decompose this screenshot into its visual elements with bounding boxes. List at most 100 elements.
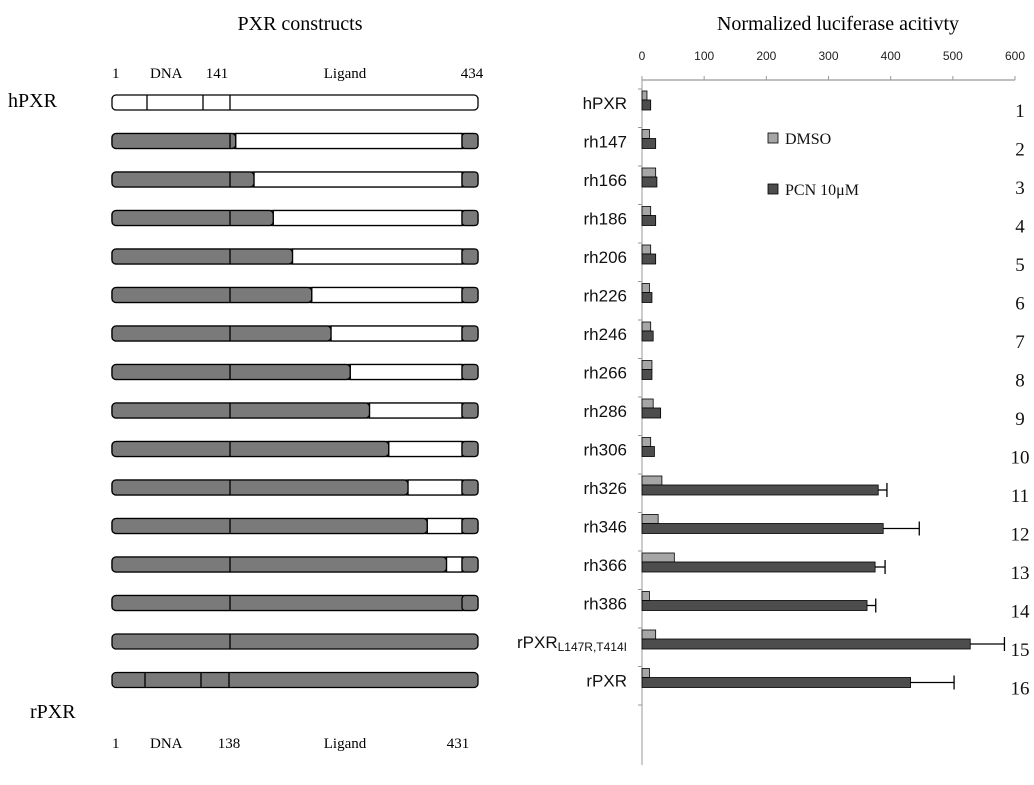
category-label: rPXR <box>586 672 627 691</box>
bar-pcn <box>641 138 657 149</box>
x-tick-label: 600 <box>1005 49 1025 63</box>
rat-segment <box>111 556 448 573</box>
bottom-label-dna: DNA <box>150 736 183 752</box>
row-number: 13 <box>1011 563 1030 584</box>
human-segment <box>235 132 463 150</box>
bar-pcn <box>641 561 876 573</box>
row-number: 1 <box>1015 101 1025 122</box>
x-tick-label: 500 <box>943 49 963 63</box>
x-tick-label: 200 <box>756 49 776 63</box>
bar-pcn <box>641 407 662 419</box>
hpxr-row-label: hPXR <box>8 90 58 112</box>
human-segment <box>426 517 463 535</box>
human-segment <box>272 209 463 227</box>
construct-row <box>111 209 479 227</box>
human-segment <box>330 325 463 342</box>
rat-segment <box>111 517 428 535</box>
construct-row <box>111 286 479 304</box>
human-segment <box>291 248 463 265</box>
bar-pcn <box>641 369 653 380</box>
row-number: 9 <box>1015 409 1025 430</box>
bar-pcn <box>641 523 884 534</box>
bar-pcn <box>641 292 653 303</box>
row-number: 11 <box>1011 486 1029 507</box>
top-label-ligand: Ligand <box>324 66 367 82</box>
construct-row <box>111 671 479 689</box>
bar-dmso <box>641 283 650 293</box>
bar-dmso <box>641 206 652 216</box>
top-label-end: 434 <box>461 66 484 82</box>
bottom-label-start: 1 <box>112 736 120 752</box>
row-number: 3 <box>1015 178 1025 199</box>
rat-segment <box>111 363 351 381</box>
rat-c-terminal <box>461 132 479 150</box>
construct-row <box>111 440 479 458</box>
rat-c-terminal <box>461 594 479 612</box>
construct-row <box>111 633 479 650</box>
rat-c-terminal <box>461 517 479 535</box>
category-label: rh326 <box>584 479 627 498</box>
bar-dmso <box>641 591 650 601</box>
rat-c-terminal <box>461 325 479 342</box>
row-number: 6 <box>1015 294 1025 315</box>
rpxr-row-label: rPXR <box>30 701 76 723</box>
construct-row <box>111 171 479 188</box>
category-label: rh147 <box>584 133 627 152</box>
bar-dmso <box>641 475 663 486</box>
top-label-dna: DNA <box>150 66 183 82</box>
category-label: rh286 <box>584 402 627 421</box>
rat-segment <box>111 479 409 496</box>
human-segment <box>368 402 463 419</box>
legend-label: DMSO <box>785 131 831 148</box>
x-tick-label: 0 <box>639 49 646 63</box>
construct-row <box>111 402 479 419</box>
bar-dmso <box>641 167 657 178</box>
construct-outline <box>111 94 479 111</box>
construct-outline <box>111 633 479 650</box>
category-label: rPXRL147R,T414I <box>517 633 627 654</box>
category-label: rh366 <box>584 556 627 575</box>
bar-dmso <box>641 629 657 640</box>
construct-row <box>111 556 479 573</box>
rat-segment <box>111 440 390 458</box>
bar-dmso <box>641 90 648 101</box>
rat-c-terminal <box>461 556 479 573</box>
bar-pcn <box>641 253 657 265</box>
human-segment <box>407 479 463 496</box>
bar-dmso <box>641 668 650 678</box>
bar-pcn <box>641 484 879 496</box>
top-label-boundary: 141 <box>206 66 229 82</box>
bar-dmso <box>641 514 659 524</box>
category-label: rh346 <box>584 518 627 537</box>
luciferase-bar-chart: 0 100 200 300 400 500 600 hPXR 1 rh147 2 rh166 3 rh18… <box>517 49 1030 765</box>
bar-pcn <box>641 446 655 457</box>
bar-pcn <box>641 176 658 188</box>
bar-pcn <box>641 600 868 611</box>
chart-title: Normalized luciferase acitivty <box>717 13 959 35</box>
rat-segment <box>111 132 237 150</box>
human-segment <box>388 440 463 458</box>
rat-c-terminal <box>461 171 479 188</box>
bar-pcn <box>641 638 971 650</box>
row-number: 4 <box>1015 217 1025 238</box>
bottom-label-boundary: 138 <box>218 736 241 752</box>
category-label: rh186 <box>584 210 627 229</box>
rat-segment <box>111 594 467 612</box>
rat-c-terminal <box>461 286 479 304</box>
bar-dmso <box>641 552 675 563</box>
category-label: rh206 <box>584 248 627 267</box>
bottom-label-end: 431 <box>447 736 470 752</box>
category-label: hPXR <box>583 94 627 113</box>
rat-segment <box>111 402 371 419</box>
rat-c-terminal <box>461 248 479 265</box>
bar-dmso <box>641 398 654 409</box>
row-number: 2 <box>1015 140 1025 161</box>
rat-segment <box>111 286 313 304</box>
bar-pcn <box>641 330 654 342</box>
legend-label: PCN 10μM <box>785 182 859 199</box>
rat-segment <box>111 171 255 188</box>
bottom-label-ligand: Ligand <box>324 736 367 752</box>
rat-c-terminal <box>461 209 479 227</box>
x-tick-label: 400 <box>881 49 901 63</box>
